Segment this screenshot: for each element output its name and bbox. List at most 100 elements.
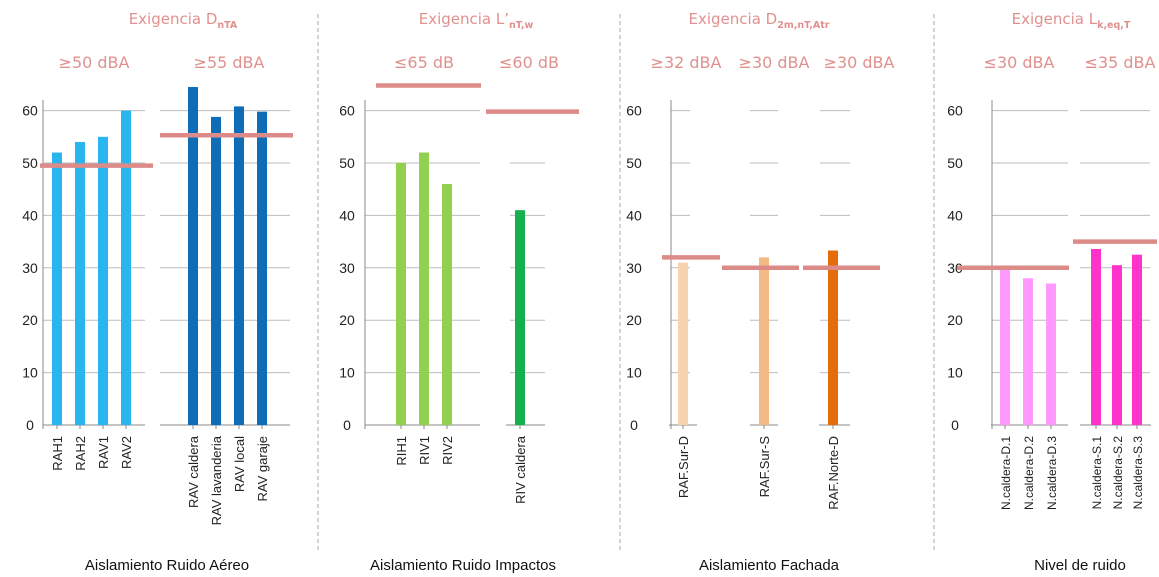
y-tick-label: 20 [947, 312, 963, 328]
chart-title-subscript: nT,w [509, 20, 533, 31]
chart-title: Exigencia L’nT,w [419, 10, 534, 31]
requirement-label: ≥32 dBA [651, 53, 722, 72]
chart-title: Exigencia Lk,eq,T [1012, 10, 1131, 31]
x-tick-label: RAV2 [119, 436, 134, 469]
requirement-label: ≥30 dBA [824, 53, 895, 72]
requirement-label: ≥50 dBA [59, 53, 130, 72]
bar-rav-garaje [257, 111, 267, 425]
y-tick-label: 10 [339, 365, 355, 381]
requirement-label: ≤60 dB [499, 53, 559, 72]
bar-raf-sur-s [759, 257, 769, 425]
y-tick-label: 20 [626, 312, 642, 328]
x-tick-label: RAH2 [73, 436, 88, 471]
panel-label: Aislamiento Ruido Impactos [370, 557, 556, 574]
bar-rah1 [52, 152, 62, 425]
y-tick-label: 10 [626, 365, 642, 381]
requirement-label: ≥55 dBA [194, 53, 265, 72]
bar-rav2 [121, 110, 131, 425]
requirement-label: ≤65 dB [394, 53, 454, 72]
chart-panel-1: Exigencia DnTA 0 10 20 30 40 50 60 RAH1 RAH2 RAV1 R… [22, 10, 293, 574]
y-tick-label: 50 [947, 155, 963, 171]
x-tick-label: RAV local [232, 436, 247, 492]
y-tick-label: 50 [22, 155, 38, 171]
bar-rav-lavanderia [211, 116, 221, 425]
y-tick-label: 30 [947, 260, 963, 276]
bar-raf-norte-d [828, 250, 838, 425]
y-tick-label: 0 [26, 417, 34, 433]
y-tick-label: 0 [951, 417, 959, 433]
requirement-label: ≥30 dBA [739, 53, 810, 72]
chart-title-main: Exigencia D [689, 10, 778, 28]
x-tick-label: N.caldera-D.1 [999, 436, 1013, 510]
y-tick-label: 40 [626, 207, 642, 223]
bar-rah2 [75, 142, 85, 426]
x-tick-label: N.caldera-S.2 [1111, 436, 1125, 510]
x-tick-label: RIH1 [394, 436, 409, 466]
x-tick-label: RIV2 [440, 436, 455, 465]
chart-panel-4: Exigencia Lk,eq,T 0 10 20 30 40 50 60 N.caldera-… [947, 10, 1157, 574]
panel-label: Nivel de ruido [1034, 557, 1126, 574]
x-tick-label: RIV1 [417, 436, 432, 465]
x-tick-label: RAF.Sur-D [676, 436, 691, 498]
y-tick-label: 40 [22, 207, 38, 223]
chart-title-main: Exigencia L [1012, 10, 1098, 28]
bar-riv1 [419, 152, 429, 425]
x-tick-label: RAV caldera [186, 435, 201, 508]
y-tick-label: 60 [22, 103, 38, 119]
chart-title: Exigencia D2m,nT,Atr [689, 10, 830, 31]
panel-label: Aislamiento Fachada [699, 557, 840, 574]
x-tick-label: RAF.Sur-S [757, 436, 772, 498]
panel-label: Aislamiento Ruido Aéreo [85, 557, 249, 574]
y-tick-label: 30 [339, 260, 355, 276]
y-tick-label: 0 [630, 417, 638, 433]
x-tick-label: N.caldera-D.2 [1022, 436, 1036, 510]
chart-title-subscript: 2m,nT,Atr [777, 20, 830, 31]
y-tick-label: 30 [22, 260, 38, 276]
chart-title: Exigencia DnTA [129, 10, 238, 31]
y-tick-label: 30 [626, 260, 642, 276]
y-tick-label: 50 [339, 155, 355, 171]
y-tick-label: 40 [339, 207, 355, 223]
y-tick-label: 60 [339, 103, 355, 119]
bar-rav1 [98, 136, 108, 426]
y-tick-label: 0 [343, 417, 351, 433]
bar-rih1 [396, 163, 406, 425]
bar-riv2 [442, 183, 452, 425]
x-tick-label: N.caldera-S.1 [1090, 436, 1104, 510]
y-tick-label: 20 [22, 312, 38, 328]
bar-raf-sur-d [678, 262, 688, 425]
x-tick-label: RAH1 [50, 436, 65, 471]
bar-n-caldera-d-3 [1046, 283, 1056, 425]
x-tick-label: RAV garaje [255, 436, 270, 502]
chart-panel-3: Exigencia D2m,nT,Atr 0 10 20 30 40 50 60 RAF.Sur… [626, 10, 894, 574]
x-tick-label: N.caldera-D.3 [1045, 436, 1059, 510]
y-tick-label: 10 [22, 365, 38, 381]
y-tick-label: 10 [947, 365, 963, 381]
chart-title-main: Exigencia L’ [419, 10, 509, 28]
y-tick-label: 60 [626, 103, 642, 119]
chart-panel-2: Exigencia L’nT,w 0 10 20 30 40 50 60 RIH1 RIV1 RIV… [339, 10, 579, 574]
x-tick-label: N.caldera-S.3 [1131, 436, 1145, 510]
chart-title-subscript: nTA [217, 20, 238, 31]
bar-rav-caldera [188, 87, 198, 426]
bar-n-caldera-s-1 [1091, 248, 1101, 425]
x-tick-label: RAV lavanderia [209, 435, 224, 525]
y-tick-label: 60 [947, 103, 963, 119]
x-tick-label: RIV caldera [513, 435, 528, 504]
requirement-label: ≤35 dBA [1085, 53, 1156, 72]
requirement-label: ≤30 dBA [984, 53, 1055, 72]
chart-title-subscript: k,eq,T [1097, 20, 1131, 31]
bar-n-caldera-s-3 [1132, 254, 1142, 425]
bar-n-caldera-d-2 [1023, 278, 1033, 425]
y-tick-label: 50 [626, 155, 642, 171]
bar-rav-local [234, 106, 244, 426]
bar-n-caldera-d-1 [1000, 268, 1010, 425]
y-tick-label: 20 [339, 312, 355, 328]
bar-n-caldera-s-2 [1112, 265, 1122, 425]
y-tick-label: 40 [947, 207, 963, 223]
x-tick-label: RAV1 [96, 436, 111, 469]
x-tick-label: RAF.Norte-D [826, 436, 841, 510]
bar-riv-caldera [515, 210, 525, 425]
chart-title-main: Exigencia D [129, 10, 218, 28]
